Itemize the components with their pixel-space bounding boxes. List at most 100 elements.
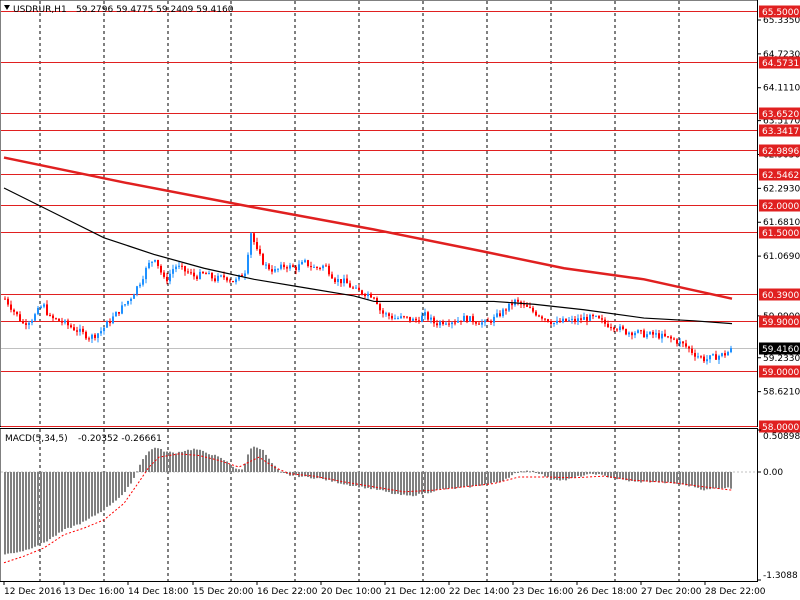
macd-bar-462 <box>466 472 468 487</box>
macd-bar-351 <box>355 472 357 486</box>
x-tick-label-7: 22 Dec 14:00 <box>449 587 510 597</box>
macd-bar-96 <box>100 472 102 513</box>
candle-body-162 <box>166 276 168 282</box>
candle-body-597 <box>601 318 603 320</box>
candle-body-378 <box>382 310 384 314</box>
candle-body-393 <box>397 318 399 320</box>
macd-bar-234 <box>238 469 240 473</box>
candle-body-33 <box>37 307 39 315</box>
macd-bar-141 <box>145 455 147 473</box>
candle-body-84 <box>88 338 90 340</box>
level-tag-bg-11 <box>759 420 800 433</box>
candle-body-282 <box>286 267 288 269</box>
candle-body-195 <box>199 271 201 279</box>
macd-bar-342 <box>346 472 348 485</box>
macd-bar-306 <box>310 472 312 479</box>
candle-body-705 <box>709 355 711 360</box>
candle-body-192 <box>196 276 198 279</box>
macd-bar-591 <box>595 472 597 475</box>
macd-bar-561 <box>565 472 567 481</box>
macd-bar-507 <box>511 472 513 476</box>
level-tag-bg-10 <box>759 365 800 378</box>
macd-bar-579 <box>583 472 585 476</box>
candle-body-357 <box>361 290 363 295</box>
candle-body-660 <box>664 333 666 337</box>
macd-bar-693 <box>697 472 699 488</box>
candle-body-36 <box>40 306 42 308</box>
candle-body-240 <box>244 273 246 277</box>
candle-body-483 <box>487 320 489 322</box>
candle-body-171 <box>175 266 177 270</box>
macd-bar-252 <box>256 447 258 473</box>
macd-bar-663 <box>667 472 669 483</box>
candle-body-699 <box>703 356 705 362</box>
candle-body-336 <box>340 279 342 284</box>
candle-body-366 <box>370 293 372 298</box>
candle-body-93 <box>97 333 99 338</box>
candle-body-120 <box>124 304 126 306</box>
macd-bar-93 <box>97 472 99 514</box>
macd-bar-465 <box>469 472 471 488</box>
macd-y-tick-label-2: -1.3088 <box>763 571 798 581</box>
candle-body-267 <box>271 269 273 272</box>
candle-body-168 <box>172 269 174 274</box>
candle-body-564 <box>568 319 570 321</box>
macd-bar-321 <box>325 472 327 481</box>
candle-body-726 <box>730 348 732 353</box>
macd-bar-459 <box>463 472 465 487</box>
macd-bar-576 <box>580 472 582 477</box>
macd-bar-420 <box>424 472 426 494</box>
symbol-label: USDRUR,H1 <box>13 5 67 15</box>
candle-body-210 <box>214 278 216 282</box>
candle-body-468 <box>472 316 474 323</box>
macd-bar-336 <box>340 472 342 484</box>
candle-body-459 <box>463 315 465 322</box>
y-tick-label-3: 63.5170 <box>763 117 800 127</box>
candle-body-69 <box>73 327 75 331</box>
macd-y-tick-label-0: 0.50898 <box>763 432 800 442</box>
macd-bar-453 <box>457 472 459 488</box>
candle-body-540 <box>544 318 546 320</box>
macd-bar-300 <box>304 472 306 477</box>
candle-body-234 <box>238 274 240 280</box>
candle-body-384 <box>388 313 390 316</box>
candle-body-345 <box>349 283 351 288</box>
macd-bar-54 <box>58 472 60 533</box>
candle-body-444 <box>448 323 450 325</box>
candle-body-249 <box>253 233 255 243</box>
level-tag-label-3: 63.3417 <box>762 127 799 137</box>
chart-header: USDRUR,H1 59.2796 59.4775 59.2409 59.416… <box>4 5 234 15</box>
candle-body-477 <box>481 322 483 325</box>
candle-body-381 <box>385 313 387 315</box>
macd-bar-273 <box>277 469 279 473</box>
candle-body-633 <box>637 330 639 333</box>
candle-body-39 <box>43 304 45 307</box>
candle-body-360 <box>364 294 366 297</box>
macd-bar-555 <box>559 472 561 481</box>
macd-bar-450 <box>454 472 456 489</box>
level-tag-label-7: 61.5000 <box>762 229 799 239</box>
level-tag-bg-5 <box>759 168 800 181</box>
candle-body-546 <box>550 321 552 325</box>
macd-bar-105 <box>109 472 111 506</box>
macd-bar-648 <box>652 472 654 483</box>
candle-body-297 <box>301 261 303 265</box>
macd-bar-213 <box>217 456 219 473</box>
candle-body-555 <box>559 320 561 323</box>
macd-bar-687 <box>691 472 693 486</box>
candle-body-396 <box>400 316 402 319</box>
candle-body-309 <box>313 266 315 268</box>
candle-body-180 <box>184 266 186 272</box>
macd-bar-33 <box>37 472 39 546</box>
candle-body-165 <box>169 273 171 282</box>
collapse-triangle-icon[interactable] <box>4 5 10 10</box>
macd-bar-519 <box>523 471 525 473</box>
candle-body-324 <box>328 265 330 275</box>
macd-bar-0 <box>4 472 6 555</box>
macd-y-tick-label-1: 0.00 <box>763 468 783 478</box>
candle-body-132 <box>136 286 138 295</box>
macd-bar-90 <box>94 472 96 516</box>
macd-bar-639 <box>643 472 645 482</box>
candle-body-207 <box>211 272 213 279</box>
